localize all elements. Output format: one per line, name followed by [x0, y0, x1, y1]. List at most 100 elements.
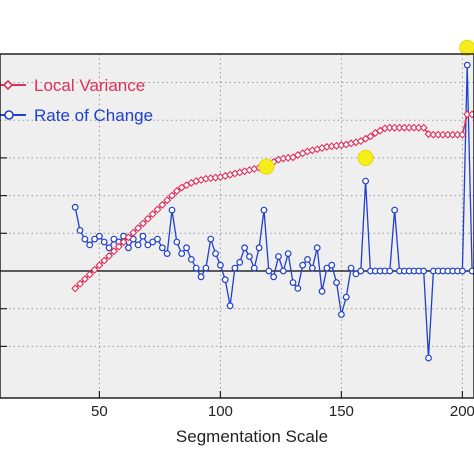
local-variance-point [143, 214, 152, 223]
rate-of-change-point [260, 206, 268, 214]
local-variance-point [148, 210, 157, 219]
local-variance-point [105, 251, 114, 260]
x-tick-label: 100 [208, 403, 233, 420]
local-variance-point [468, 110, 474, 119]
rate-of-change-point [91, 235, 98, 243]
legend-circle-icon [4, 110, 14, 120]
rate-of-change-point [226, 302, 234, 310]
local-variance-point [80, 275, 89, 284]
local-variance-point [168, 191, 176, 200]
highlight-marker [258, 158, 275, 175]
rate-of-change-point [125, 244, 132, 252]
grid [0, 54, 474, 398]
local-variance-point [124, 233, 133, 242]
legend-entry-local-variance: Local Variance [0, 76, 145, 95]
rate-of-change-point [168, 206, 176, 214]
plot-frame [0, 53, 474, 399]
rate-of-change-point [163, 250, 171, 258]
local-variance-point [419, 123, 428, 132]
rate-of-change-point [76, 226, 84, 234]
rate-of-change-point [216, 261, 224, 269]
rate-of-change-point [386, 267, 394, 275]
local-variance-point [366, 132, 375, 141]
x-ticks: 50100150200250 [91, 391, 474, 420]
rate-of-change-point [459, 267, 466, 275]
x-tick-label: 150 [329, 403, 354, 420]
local-variance-point [134, 224, 143, 233]
rate-of-change-point [391, 206, 399, 214]
legend-label-rate-of-change: Rate of Change [34, 106, 153, 125]
highlight-marker [459, 39, 474, 56]
legend: Local Variance Rate of Change [0, 76, 153, 125]
local-variance-point [95, 261, 104, 270]
rate-of-change-point [158, 244, 166, 252]
rate-of-change-point [313, 244, 321, 252]
rate-of-change-point [347, 264, 355, 272]
rate-of-change-point [284, 250, 292, 258]
local-variance-point [458, 130, 467, 139]
rate-of-change-point [255, 244, 263, 252]
rate-of-change-point [144, 241, 152, 249]
local-variance-point [71, 284, 80, 293]
x-tick-label: 50 [91, 403, 108, 420]
local-variance-point [138, 219, 147, 228]
local-variance-point [85, 270, 94, 279]
rate-of-change-point [183, 244, 190, 252]
rate-of-change-point [468, 267, 474, 275]
rate-of-change-point [187, 256, 195, 263]
local-variance-point [153, 205, 162, 214]
rate-of-change-point [357, 267, 365, 275]
local-variance-point [109, 247, 118, 256]
rate-of-change-point [338, 311, 345, 318]
rate-of-change-point [134, 241, 142, 249]
local-variance-point [129, 228, 138, 237]
rate-of-change-point [246, 253, 253, 260]
local-variance-point [172, 186, 181, 195]
rate-of-change-point [139, 232, 147, 240]
rate-of-change-point [173, 238, 181, 246]
rate-of-change-point [110, 235, 118, 243]
rate-of-change-point [250, 264, 258, 272]
x-tick-label: 200 [450, 403, 474, 420]
rate-of-change-point [221, 276, 229, 284]
local-variance-point [163, 196, 172, 205]
rate-of-change-point [425, 354, 432, 362]
rate-of-change-point [197, 273, 205, 281]
rate-of-change-point [289, 279, 297, 287]
local-variance-point [119, 238, 128, 246]
legend-diamond-icon [2, 79, 14, 91]
x-axis-title: Segmentation Scale [176, 427, 328, 446]
rate-of-change-point [333, 279, 340, 287]
legend-label-local-variance: Local Variance [34, 76, 145, 95]
rate-of-change-point [270, 273, 278, 281]
rate-of-change-point [212, 250, 219, 258]
rate-of-change-point [71, 203, 79, 211]
rate-of-change-point [328, 261, 336, 269]
rate-of-change-point [318, 287, 326, 295]
rate-of-change-point [154, 235, 161, 243]
rate-of-change-point [304, 256, 311, 263]
rate-of-change-point [275, 253, 282, 260]
rate-of-change-point [105, 244, 113, 252]
rate-of-change-point [294, 285, 302, 292]
legend-entry-rate-of-change: Rate of Change [0, 106, 153, 125]
highlight-marker [357, 149, 374, 166]
rate-of-change-point [178, 250, 186, 258]
local-variance-point [114, 242, 123, 251]
rate-of-change-point [265, 267, 273, 275]
rate-of-change-point [95, 232, 103, 240]
rate-of-change-point [279, 267, 287, 275]
rate-of-change-point [463, 61, 471, 69]
rate-of-change-point [192, 264, 200, 272]
local-variance-point [100, 256, 109, 265]
rate-of-change-point [352, 270, 360, 278]
rate-of-change-point [231, 264, 239, 272]
rate-of-change-point [207, 235, 215, 243]
rate-of-change-point [100, 238, 108, 246]
rate-of-change-point [342, 293, 350, 301]
local-variance-point [158, 200, 167, 209]
rate-of-change-point [299, 261, 307, 269]
rate-of-change-point [236, 258, 244, 266]
local-variance-point [76, 279, 85, 288]
